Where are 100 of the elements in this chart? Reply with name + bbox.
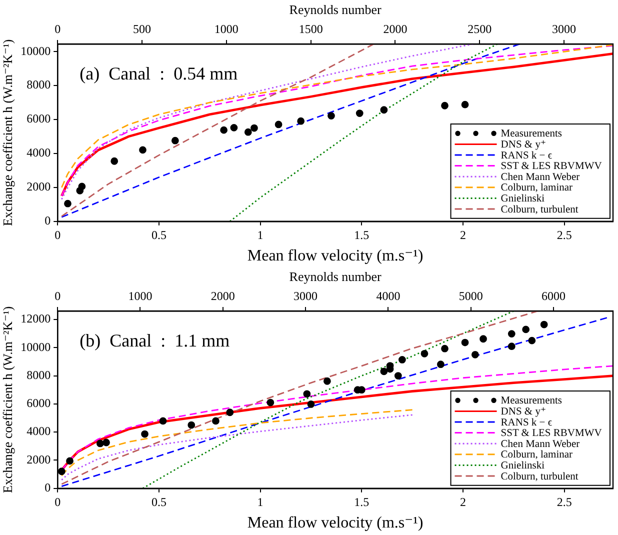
x2-tick-label: 3000 bbox=[552, 22, 576, 36]
x-tick-label: 1 bbox=[257, 494, 264, 509]
point bbox=[461, 338, 469, 346]
x2-tick-label: 1000 bbox=[214, 22, 238, 36]
legend-label: Measurements bbox=[500, 128, 562, 140]
legend-label: Chen Mann Weber bbox=[500, 172, 580, 183]
point bbox=[212, 417, 220, 425]
line-series bbox=[60, 44, 474, 200]
x-tick-label: 2 bbox=[460, 494, 466, 509]
x2-tick-label: 1500 bbox=[298, 22, 323, 36]
point bbox=[139, 146, 146, 154]
point bbox=[471, 350, 479, 358]
point bbox=[461, 100, 469, 108]
point bbox=[508, 342, 516, 350]
point bbox=[96, 440, 104, 448]
y-tick-label: 4000 bbox=[26, 424, 51, 438]
point bbox=[102, 438, 110, 446]
legend-label: Chen Mann Weber bbox=[500, 438, 580, 450]
point bbox=[297, 117, 305, 125]
x-axis-title: Mean flow velocity (m.s⁻¹) bbox=[247, 514, 424, 532]
y-tick-label: 0 bbox=[44, 480, 51, 495]
annotation: (b) Canal : 1.1 mm bbox=[80, 330, 230, 351]
x2-tick-label: 3000 bbox=[294, 288, 318, 303]
y-tick-label: 2000 bbox=[26, 180, 51, 194]
y-axis-title: Exchange coefficient h (W.m⁻²K⁻¹) bbox=[0, 306, 16, 494]
y-tick-label: 12000 bbox=[20, 312, 51, 326]
y-tick-label: 10000 bbox=[20, 340, 51, 354]
x2-tick-label: 2000 bbox=[210, 288, 235, 303]
x2-tick-label: 2000 bbox=[383, 22, 408, 36]
point bbox=[328, 112, 335, 120]
y-axis-title: Exchange coefficient h (W.m⁻²K⁻¹) bbox=[0, 39, 16, 226]
legend-label: RANS k − ϵ bbox=[500, 150, 553, 162]
point bbox=[110, 157, 118, 165]
y-tick-label: 6000 bbox=[26, 112, 51, 126]
point bbox=[307, 400, 315, 408]
line-series bbox=[60, 317, 608, 487]
x2-tick-label: 5000 bbox=[458, 288, 483, 303]
point bbox=[266, 398, 274, 406]
x2-tick-label: 6000 bbox=[541, 288, 566, 303]
x-tick-label: 2 bbox=[460, 228, 466, 242]
point bbox=[66, 457, 74, 465]
point bbox=[441, 102, 448, 110]
point bbox=[528, 336, 536, 344]
point bbox=[303, 390, 311, 398]
y-tick-label: 10000 bbox=[20, 44, 51, 58]
y-tick-label: 6000 bbox=[26, 396, 51, 410]
line-series bbox=[60, 44, 375, 218]
point bbox=[188, 421, 196, 429]
x2-axis-title: Reynolds number bbox=[289, 269, 382, 284]
legend-label: Gnielinski bbox=[500, 193, 545, 204]
y-tick-label: 8000 bbox=[26, 78, 51, 92]
x2-tick-label: 1000 bbox=[128, 288, 152, 303]
point bbox=[420, 350, 428, 358]
x2-tick-label: 0 bbox=[54, 288, 61, 303]
point bbox=[508, 330, 516, 338]
point bbox=[230, 124, 238, 132]
point bbox=[78, 182, 86, 190]
legend-label: RANS k − ϵ bbox=[500, 417, 553, 428]
point bbox=[441, 344, 448, 352]
legend-label: DNS & y⁺ bbox=[500, 139, 546, 150]
point bbox=[398, 356, 406, 364]
point bbox=[171, 136, 179, 144]
point bbox=[356, 110, 364, 117]
point bbox=[380, 106, 388, 114]
x-axis-title: Mean flow velocity (m.s⁻¹) bbox=[247, 248, 424, 265]
x2-tick-label: 0 bbox=[54, 22, 61, 36]
point bbox=[480, 335, 487, 343]
y-tick-label: 0 bbox=[44, 214, 51, 228]
x-tick-label: 1 bbox=[257, 228, 264, 242]
point bbox=[323, 377, 331, 385]
point bbox=[141, 430, 148, 438]
y-tick-label: 8000 bbox=[26, 368, 51, 382]
legend-label: SST & LES RBVMWV bbox=[500, 428, 602, 440]
point bbox=[220, 126, 228, 134]
point bbox=[226, 408, 234, 416]
x-tick-label: 2.5 bbox=[556, 494, 572, 509]
point bbox=[394, 372, 402, 380]
point bbox=[540, 320, 548, 328]
point bbox=[522, 326, 530, 334]
point bbox=[274, 120, 282, 128]
legend-label: Gnielinski bbox=[500, 460, 545, 472]
legend-label: SST & LES RBVMWV bbox=[500, 161, 602, 172]
legend-label: Colburn, turbulent bbox=[500, 204, 578, 216]
legend-label: Measurements bbox=[500, 396, 562, 407]
x-tick-label: 2.5 bbox=[556, 228, 572, 242]
point bbox=[159, 417, 167, 425]
x-tick-label: 1.5 bbox=[354, 494, 370, 509]
x-tick-label: 0 bbox=[54, 494, 61, 509]
x-tick-label: 0 bbox=[54, 228, 61, 242]
legend-label: Colburn, turbulent bbox=[500, 471, 578, 482]
legend-label: Colburn, laminar bbox=[500, 182, 574, 194]
y-tick-label: 2000 bbox=[26, 452, 51, 466]
x2-tick-label: 500 bbox=[133, 22, 152, 36]
x-tick-label: 0.5 bbox=[151, 494, 166, 509]
annotation: (a) Canal : 0.54 mm bbox=[80, 64, 238, 84]
point bbox=[380, 368, 388, 376]
point bbox=[58, 468, 66, 476]
x2-tick-label: 2500 bbox=[468, 22, 492, 36]
x-tick-label: 0.5 bbox=[151, 228, 166, 242]
x2-tick-label: 4000 bbox=[376, 288, 400, 303]
